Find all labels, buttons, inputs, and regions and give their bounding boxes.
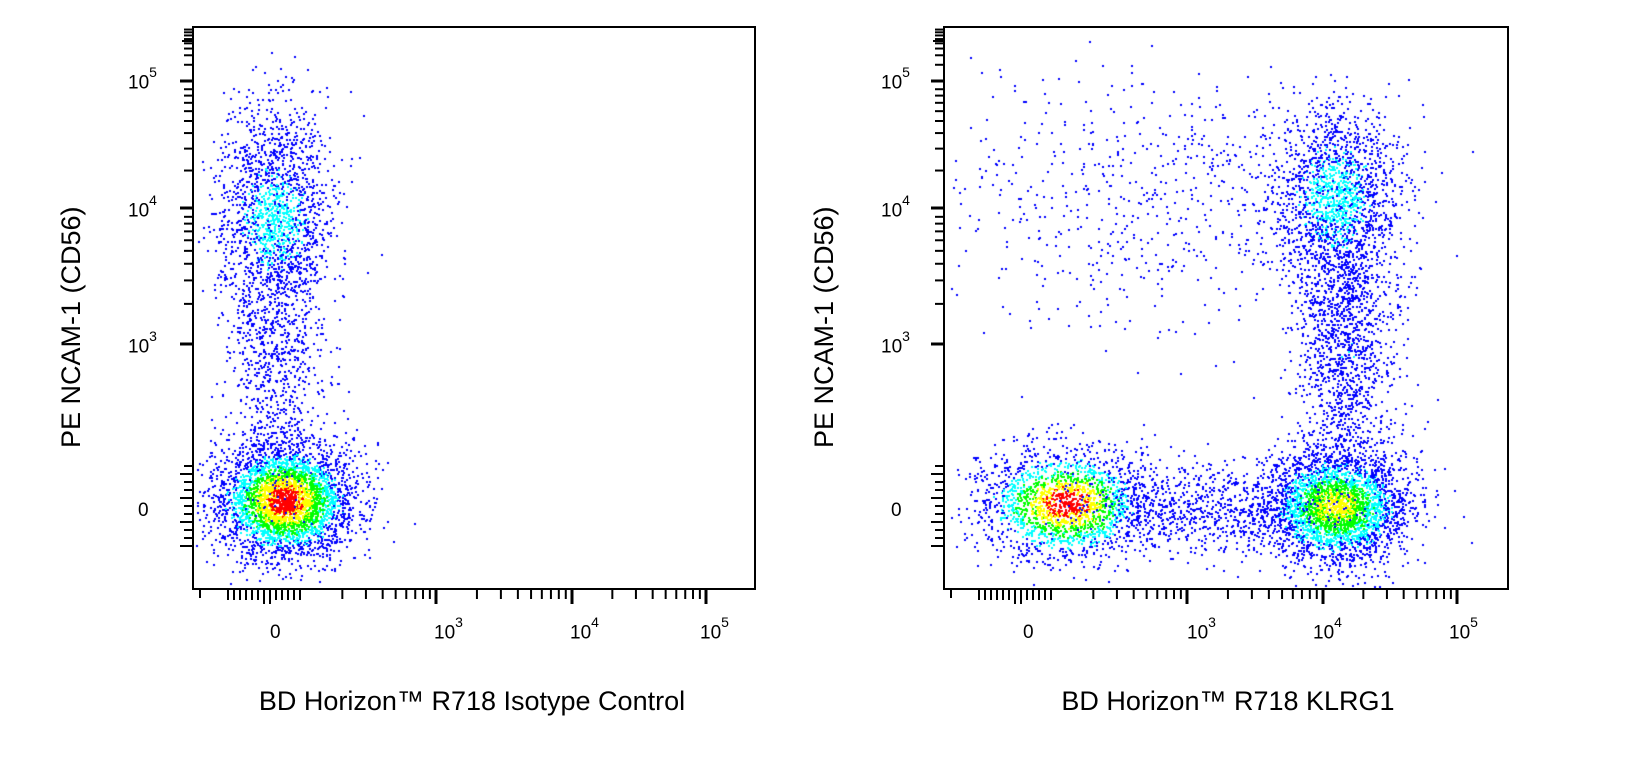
plot-area: [943, 26, 1509, 590]
plot-panel-klrg1: PE NCAM-1 (CD56) 105 104 103 0 0 103 104…: [753, 0, 1553, 771]
y-tick-1e3: 103: [881, 328, 910, 358]
plot-panel-isotype: PE NCAM-1 (CD56) 105 104 103 0 0 103 104…: [0, 0, 800, 771]
density-dots: [945, 28, 1507, 588]
x-axis-label: BD Horizon™ R718 KLRG1: [1061, 686, 1395, 716]
y-tick-1e4: 104: [128, 192, 157, 222]
density-dots: [194, 28, 754, 588]
x-axis-label: BD Horizon™ R718 Isotype Control: [258, 686, 686, 716]
y-tick-0: 0: [891, 500, 902, 521]
x-tick-0: 0: [270, 622, 281, 643]
y-tick-1e5: 105: [881, 64, 910, 94]
x-tick-1e5: 105: [700, 614, 729, 644]
x-tick-0: 0: [1023, 622, 1034, 643]
x-tick-1e3: 103: [1187, 614, 1216, 644]
x-tick-1e4: 104: [570, 614, 599, 644]
axes-ticks: [180, 28, 708, 604]
y-tick-0: 0: [138, 500, 149, 521]
x-tick-1e4: 104: [1313, 614, 1342, 644]
y-tick-1e3: 103: [128, 328, 157, 358]
plot-area: [192, 26, 756, 590]
y-tick-1e5: 105: [128, 64, 157, 94]
axes-ticks: [931, 28, 1459, 604]
x-tick-1e5: 105: [1449, 614, 1478, 644]
y-tick-1e4: 104: [881, 192, 910, 222]
x-tick-1e3: 103: [434, 614, 463, 644]
